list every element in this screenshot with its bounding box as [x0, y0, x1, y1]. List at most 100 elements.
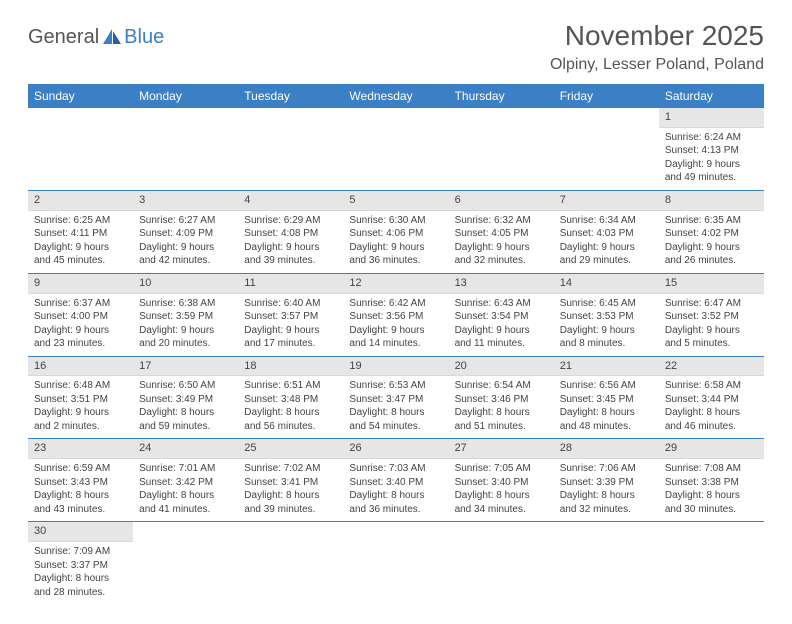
day-body: Sunrise: 6:35 AMSunset: 4:02 PMDaylight:…: [659, 211, 764, 273]
day-body: Sunrise: 7:01 AMSunset: 3:42 PMDaylight:…: [133, 459, 238, 521]
sunset-text: Sunset: 4:08 PM: [244, 227, 337, 241]
daylight-text: Daylight: 9 hours and 23 minutes.: [34, 324, 127, 351]
daylight-text: Daylight: 9 hours and 45 minutes.: [34, 241, 127, 268]
sunrise-text: Sunrise: 6:42 AM: [349, 297, 442, 311]
sunset-text: Sunset: 3:54 PM: [455, 310, 548, 324]
daylight-text: Daylight: 8 hours and 30 minutes.: [665, 489, 758, 516]
day-body: Sunrise: 6:43 AMSunset: 3:54 PMDaylight:…: [449, 294, 554, 356]
day-body: Sunrise: 6:29 AMSunset: 4:08 PMDaylight:…: [238, 211, 343, 273]
day-cell-empty: [554, 522, 659, 604]
day-header-wed: Wednesday: [343, 84, 448, 108]
logo: General Blue: [28, 26, 164, 49]
sunrise-text: Sunrise: 6:29 AM: [244, 214, 337, 228]
sunrise-text: Sunrise: 6:48 AM: [34, 379, 127, 393]
daylight-text: Daylight: 8 hours and 36 minutes.: [349, 489, 442, 516]
day-cell: 17Sunrise: 6:50 AMSunset: 3:49 PMDayligh…: [133, 357, 238, 439]
sunset-text: Sunset: 4:02 PM: [665, 227, 758, 241]
calendar-page: General Blue November 2025 Olpiny, Lesse…: [0, 0, 792, 624]
day-body: Sunrise: 7:06 AMSunset: 3:39 PMDaylight:…: [554, 459, 659, 521]
daylight-text: Daylight: 8 hours and 28 minutes.: [34, 572, 127, 599]
day-cell-empty: [554, 108, 659, 190]
sunrise-text: Sunrise: 6:32 AM: [455, 214, 548, 228]
sunset-text: Sunset: 4:03 PM: [560, 227, 653, 241]
day-cell-empty: [238, 522, 343, 604]
day-body: Sunrise: 7:08 AMSunset: 3:38 PMDaylight:…: [659, 459, 764, 521]
day-number: 12: [343, 274, 448, 294]
day-cell: 12Sunrise: 6:42 AMSunset: 3:56 PMDayligh…: [343, 274, 448, 356]
day-header-sun: Sunday: [28, 84, 133, 108]
daylight-text: Daylight: 9 hours and 14 minutes.: [349, 324, 442, 351]
sunrise-text: Sunrise: 7:05 AM: [455, 462, 548, 476]
sunset-text: Sunset: 4:06 PM: [349, 227, 442, 241]
day-body: Sunrise: 6:59 AMSunset: 3:43 PMDaylight:…: [28, 459, 133, 521]
daylight-text: Daylight: 8 hours and 46 minutes.: [665, 406, 758, 433]
day-number: 2: [28, 191, 133, 211]
sunrise-text: Sunrise: 6:40 AM: [244, 297, 337, 311]
day-cell-empty: [343, 522, 448, 604]
sunset-text: Sunset: 3:40 PM: [455, 476, 548, 490]
day-body: Sunrise: 7:03 AMSunset: 3:40 PMDaylight:…: [343, 459, 448, 521]
daylight-text: Daylight: 8 hours and 59 minutes.: [139, 406, 232, 433]
day-body: Sunrise: 6:53 AMSunset: 3:47 PMDaylight:…: [343, 376, 448, 438]
day-body: Sunrise: 6:37 AMSunset: 4:00 PMDaylight:…: [28, 294, 133, 356]
day-cell: 8Sunrise: 6:35 AMSunset: 4:02 PMDaylight…: [659, 191, 764, 273]
day-number: 21: [554, 357, 659, 377]
day-number: 25: [238, 439, 343, 459]
logo-sail-icon: [102, 28, 122, 46]
day-number: 13: [449, 274, 554, 294]
day-header-mon: Monday: [133, 84, 238, 108]
day-number: 30: [28, 522, 133, 542]
day-cell: 2Sunrise: 6:25 AMSunset: 4:11 PMDaylight…: [28, 191, 133, 273]
sunrise-text: Sunrise: 7:09 AM: [34, 545, 127, 559]
sunset-text: Sunset: 4:11 PM: [34, 227, 127, 241]
sunset-text: Sunset: 3:41 PM: [244, 476, 337, 490]
sunset-text: Sunset: 4:09 PM: [139, 227, 232, 241]
day-body: Sunrise: 6:58 AMSunset: 3:44 PMDaylight:…: [659, 376, 764, 438]
daylight-text: Daylight: 8 hours and 32 minutes.: [560, 489, 653, 516]
day-cell: 4Sunrise: 6:29 AMSunset: 4:08 PMDaylight…: [238, 191, 343, 273]
daylight-text: Daylight: 9 hours and 39 minutes.: [244, 241, 337, 268]
day-body: Sunrise: 6:54 AMSunset: 3:46 PMDaylight:…: [449, 376, 554, 438]
day-cell-empty: [449, 522, 554, 604]
daylight-text: Daylight: 8 hours and 54 minutes.: [349, 406, 442, 433]
day-cell: 22Sunrise: 6:58 AMSunset: 3:44 PMDayligh…: [659, 357, 764, 439]
sunrise-text: Sunrise: 6:58 AM: [665, 379, 758, 393]
day-cell: 20Sunrise: 6:54 AMSunset: 3:46 PMDayligh…: [449, 357, 554, 439]
sunset-text: Sunset: 3:40 PM: [349, 476, 442, 490]
day-header-thu: Thursday: [449, 84, 554, 108]
day-body: Sunrise: 6:50 AMSunset: 3:49 PMDaylight:…: [133, 376, 238, 438]
sunset-text: Sunset: 4:05 PM: [455, 227, 548, 241]
day-cell: 9Sunrise: 6:37 AMSunset: 4:00 PMDaylight…: [28, 274, 133, 356]
day-cell: 18Sunrise: 6:51 AMSunset: 3:48 PMDayligh…: [238, 357, 343, 439]
daylight-text: Daylight: 8 hours and 48 minutes.: [560, 406, 653, 433]
day-body: Sunrise: 6:45 AMSunset: 3:53 PMDaylight:…: [554, 294, 659, 356]
day-body: Sunrise: 6:48 AMSunset: 3:51 PMDaylight:…: [28, 376, 133, 438]
day-cell: 28Sunrise: 7:06 AMSunset: 3:39 PMDayligh…: [554, 439, 659, 521]
day-number: 15: [659, 274, 764, 294]
day-cell-empty: [449, 108, 554, 190]
sunrise-text: Sunrise: 6:24 AM: [665, 131, 758, 145]
day-cell: 3Sunrise: 6:27 AMSunset: 4:09 PMDaylight…: [133, 191, 238, 273]
daylight-text: Daylight: 9 hours and 11 minutes.: [455, 324, 548, 351]
day-number: 7: [554, 191, 659, 211]
sunrise-text: Sunrise: 6:34 AM: [560, 214, 653, 228]
day-body: Sunrise: 6:42 AMSunset: 3:56 PMDaylight:…: [343, 294, 448, 356]
day-cell: 16Sunrise: 6:48 AMSunset: 3:51 PMDayligh…: [28, 357, 133, 439]
header: General Blue November 2025 Olpiny, Lesse…: [28, 20, 764, 74]
daylight-text: Daylight: 9 hours and 20 minutes.: [139, 324, 232, 351]
day-number: 28: [554, 439, 659, 459]
month-title: November 2025: [550, 20, 764, 52]
day-number: 6: [449, 191, 554, 211]
daylight-text: Daylight: 9 hours and 36 minutes.: [349, 241, 442, 268]
calendar-grid: Sunday Monday Tuesday Wednesday Thursday…: [28, 84, 764, 604]
day-body: Sunrise: 6:25 AMSunset: 4:11 PMDaylight:…: [28, 211, 133, 273]
daylight-text: Daylight: 9 hours and 17 minutes.: [244, 324, 337, 351]
sunrise-text: Sunrise: 6:35 AM: [665, 214, 758, 228]
day-number: 29: [659, 439, 764, 459]
day-cell: 27Sunrise: 7:05 AMSunset: 3:40 PMDayligh…: [449, 439, 554, 521]
day-body: Sunrise: 6:32 AMSunset: 4:05 PMDaylight:…: [449, 211, 554, 273]
sunrise-text: Sunrise: 6:59 AM: [34, 462, 127, 476]
day-body: Sunrise: 6:56 AMSunset: 3:45 PMDaylight:…: [554, 376, 659, 438]
day-body: Sunrise: 6:47 AMSunset: 3:52 PMDaylight:…: [659, 294, 764, 356]
daylight-text: Daylight: 8 hours and 56 minutes.: [244, 406, 337, 433]
